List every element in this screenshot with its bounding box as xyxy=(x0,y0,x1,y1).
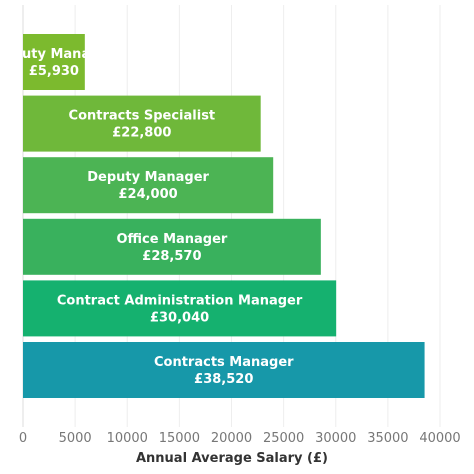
bars-group: Deputy Manager £5,930 Contracts Specialist… xyxy=(0,34,425,398)
x-tick-label: 0 xyxy=(19,431,27,446)
bar-value-label: £5,930 xyxy=(29,64,79,79)
x-tick-label: 5000 xyxy=(59,431,92,446)
x-tick-label: 20000 xyxy=(211,431,252,446)
x-tick-label: 30000 xyxy=(315,431,356,446)
bar xyxy=(23,342,425,398)
x-tick-label: 25000 xyxy=(263,431,304,446)
bar xyxy=(23,95,261,152)
grid-lines xyxy=(74,5,441,427)
bar-group: Office Manager £28,570 xyxy=(23,218,321,275)
bar-group: Deputy Manager £24,000 xyxy=(23,157,274,214)
bar-group: Contracts Specialist £22,800 xyxy=(23,95,261,152)
bar xyxy=(23,218,321,275)
bar xyxy=(23,280,337,337)
bar xyxy=(23,157,274,214)
bar-value-label: £28,570 xyxy=(142,249,201,264)
bar-group: Contract Administration Manager £30,040 xyxy=(23,280,337,337)
x-tick-label: 35000 xyxy=(367,431,408,446)
x-axis-title: Annual Average Salary (£) xyxy=(136,451,328,466)
x-tick-label: 40000 xyxy=(419,431,460,446)
bar-value-label: £24,000 xyxy=(118,187,177,202)
bar-category-label: Contracts Manager xyxy=(154,355,294,370)
bar xyxy=(23,34,85,90)
bar-value-label: £22,800 xyxy=(112,126,171,141)
bar-category-label: Deputy Manager xyxy=(0,47,115,62)
x-tick-labels: 0 5000 10000 15000 20000 25000 30000 35000 40000 xyxy=(19,431,461,446)
bar-group: Contracts Manager £38,520 xyxy=(23,342,425,398)
bar-group: Deputy Manager £5,930 xyxy=(0,34,115,90)
bar-category-label: Contracts Specialist xyxy=(69,109,216,124)
x-tick-label: 10000 xyxy=(107,431,148,446)
bar-category-label: Deputy Manager xyxy=(87,170,209,185)
x-tick-label: 15000 xyxy=(159,431,200,446)
bar-category-label: Contract Administration Manager xyxy=(57,293,303,308)
bar-value-label: £38,520 xyxy=(194,372,253,387)
bar-value-label: £30,040 xyxy=(150,310,209,325)
bar-category-label: Office Manager xyxy=(116,232,227,247)
